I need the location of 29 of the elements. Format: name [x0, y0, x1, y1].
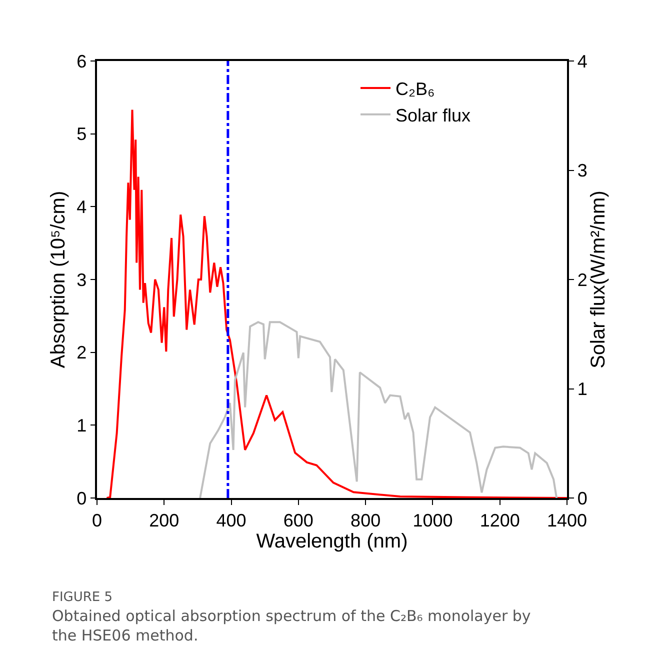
- y-axis-title: Absorption (10⁵/cm): [48, 190, 70, 368]
- y-tick-label: 4: [76, 196, 87, 217]
- x-tick-label: 600: [283, 510, 314, 530]
- x-tick-label: 400: [216, 510, 246, 530]
- x-tick-label: 200: [149, 510, 180, 530]
- x-axis-title: Wavelength (nm): [256, 530, 408, 552]
- y2-tick-label: 3: [577, 160, 588, 181]
- legend-label: Solar flux: [396, 105, 471, 126]
- x-tick-label: 1400: [546, 510, 588, 530]
- y-tick-label: 2: [76, 342, 87, 363]
- y-tick-label: 6: [76, 51, 87, 72]
- y2-tick-label: 2: [577, 270, 588, 290]
- y-tick-label: 5: [76, 124, 87, 144]
- y2-axis-title: Solar flux(W/m²/nm): [587, 190, 610, 368]
- y2-tick-label: 4: [577, 51, 588, 72]
- y-tick-label: 0: [76, 488, 87, 508]
- y-tick-label: 3: [76, 270, 87, 290]
- x-tick-label: 1200: [480, 510, 520, 530]
- text: Obtained optical absorption spectrum of the C₂B₆ monolayer by the HSE06 method.: [52, 607, 531, 644]
- y2-tick-label: 0: [577, 488, 588, 508]
- line-series: [199, 321, 558, 498]
- caption: FIGURE 5: [52, 590, 113, 605]
- x-tick-label: 0: [92, 510, 102, 530]
- legend-label: C₂B₆: [396, 78, 435, 99]
- line-series: [106, 108, 567, 498]
- y-tick-label: 1: [76, 415, 87, 436]
- y2-tick-label: 1: [577, 379, 588, 400]
- x-tick-label: 1000: [412, 510, 453, 530]
- x-tick-label: 800: [350, 510, 381, 530]
